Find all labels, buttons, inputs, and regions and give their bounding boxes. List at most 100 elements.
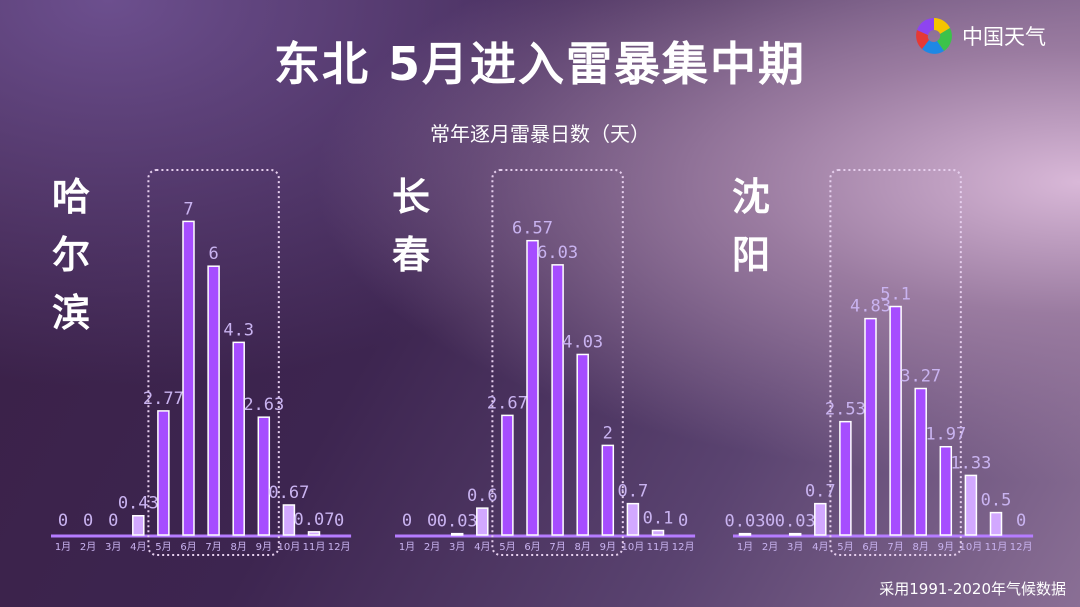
data-label: 0.03 <box>725 512 766 532</box>
bar-8月 <box>576 353 589 536</box>
peak-period-box <box>829 169 962 556</box>
data-label: 0.43 <box>118 494 159 514</box>
tick-label: 11月 <box>647 541 670 553</box>
bar-10月 <box>282 504 296 536</box>
tick-label: 11月 <box>985 541 1008 553</box>
city-label-changchun: 长春 <box>392 175 431 277</box>
data-label: 0.07 <box>294 510 335 530</box>
data-label: 2.63 <box>243 395 284 415</box>
tick-label: 7月 <box>887 541 903 553</box>
logo-swirl-icon <box>916 17 952 54</box>
tick-label: 2月 <box>424 541 440 553</box>
data-label: 2 <box>603 423 613 443</box>
bar-1月 <box>738 532 752 536</box>
bar-7月 <box>889 305 902 536</box>
tick-label: 12月 <box>672 541 695 553</box>
logo-text: 中国天气 <box>962 25 1046 49</box>
data-label: 2.77 <box>143 389 184 409</box>
data-label: 0 <box>83 511 93 531</box>
data-label: 0 <box>1016 511 1026 531</box>
city-label-shenyang: 沈阳 <box>732 175 771 277</box>
tick-label: 4月 <box>812 541 828 553</box>
tick-label: 7月 <box>205 541 221 553</box>
tick-label: 6月 <box>524 541 540 553</box>
data-label: 0.5 <box>981 491 1012 511</box>
data-label: 0.03 <box>437 512 478 532</box>
data-label: 2.53 <box>825 400 866 420</box>
data-label: 5.1 <box>880 285 911 305</box>
bar-4月 <box>476 507 489 536</box>
data-label: 0 <box>108 511 118 531</box>
tick-label: 6月 <box>862 541 878 553</box>
bar-3月 <box>788 532 802 536</box>
tick-label: 5月 <box>155 541 171 553</box>
page-title: 东北 5月进入雷暴集中期 <box>273 37 807 91</box>
data-label: 6.03 <box>537 243 578 263</box>
data-label: 0.6 <box>467 486 498 506</box>
bar-4月 <box>814 502 827 536</box>
tick-label: 1月 <box>55 541 71 553</box>
bar-3月 <box>450 532 464 536</box>
data-label: 0.67 <box>268 483 309 503</box>
bar-5月 <box>839 420 852 536</box>
peak-period-box <box>491 169 624 556</box>
bar-10月 <box>964 474 978 536</box>
data-label: 1.97 <box>925 425 966 445</box>
data-label: 6 <box>208 244 218 264</box>
tick-label: 12月 <box>328 541 351 553</box>
peak-period-box <box>147 169 280 556</box>
data-label: 0.1 <box>643 509 674 529</box>
data-label: 4.03 <box>562 332 603 352</box>
tick-label: 10月 <box>278 541 301 553</box>
tick-label: 2月 <box>762 541 778 553</box>
footnote: 采用1991-2020年气候数据 <box>879 580 1066 598</box>
tick-label: 9月 <box>938 541 954 553</box>
bar-7月 <box>551 264 564 536</box>
bar-11月 <box>651 529 665 536</box>
data-label: 0 <box>58 511 68 531</box>
bar-6月 <box>526 239 539 536</box>
tick-label: 9月 <box>256 541 272 553</box>
data-label: 0 <box>678 511 688 531</box>
data-label: 0 <box>765 511 775 531</box>
bar-11月 <box>989 511 1003 536</box>
tick-label: 10月 <box>960 541 983 553</box>
tick-label: 5月 <box>499 541 515 553</box>
data-label: 7 <box>183 199 193 219</box>
bar-4月 <box>132 514 145 536</box>
bar-5月 <box>157 410 170 536</box>
data-label: 0 <box>402 511 412 531</box>
bar-6月 <box>864 317 877 536</box>
data-label: 6.57 <box>512 219 553 239</box>
tick-label: 4月 <box>130 541 146 553</box>
tick-label: 5月 <box>837 541 853 553</box>
data-label: 3.27 <box>900 367 941 387</box>
bar-9月 <box>601 444 615 536</box>
data-label: 0 <box>334 511 344 531</box>
data-label: 4.3 <box>223 320 254 340</box>
tick-label: 2月 <box>80 541 96 553</box>
tick-label: 11月 <box>303 541 326 553</box>
tick-label: 8月 <box>575 541 591 553</box>
city-label-harbin: 哈尔滨 <box>52 175 91 335</box>
tick-label: 8月 <box>231 541 247 553</box>
data-label: 0 <box>427 511 437 531</box>
tick-label: 10月 <box>622 541 645 553</box>
bar-9月 <box>257 416 271 536</box>
chart-2: 0.03 1月 0 2月 0.03 3月 0.7 4月 2.53 5月 4.83 6月 5.1 7月 3.2… <box>725 169 1034 556</box>
bar-9月 <box>939 445 953 536</box>
tick-label: 8月 <box>913 541 929 553</box>
data-label: 2.67 <box>487 393 528 413</box>
tick-label: 7月 <box>549 541 565 553</box>
data-label: 4.83 <box>850 297 891 317</box>
chart-1: 0 1月 0 2月 0.03 3月 0.6 4月 2.67 5月 6.57 6月 6.03 7月 4.03 8… <box>395 169 696 556</box>
bar-10月 <box>626 502 640 536</box>
tick-label: 12月 <box>1010 541 1033 553</box>
tick-label: 4月 <box>474 541 490 553</box>
bar-11月 <box>307 531 321 536</box>
bar-7月 <box>207 265 220 536</box>
tick-label: 6月 <box>180 541 196 553</box>
chart-0: 0 1月 0 2月 0 3月 0.43 4月 2.77 5月 7 6月 6 7月 4.3 8月 2.63 9月 0.… <box>51 169 352 556</box>
chart-subtitle: 常年逐月雷暴日数（天） <box>430 122 650 146</box>
